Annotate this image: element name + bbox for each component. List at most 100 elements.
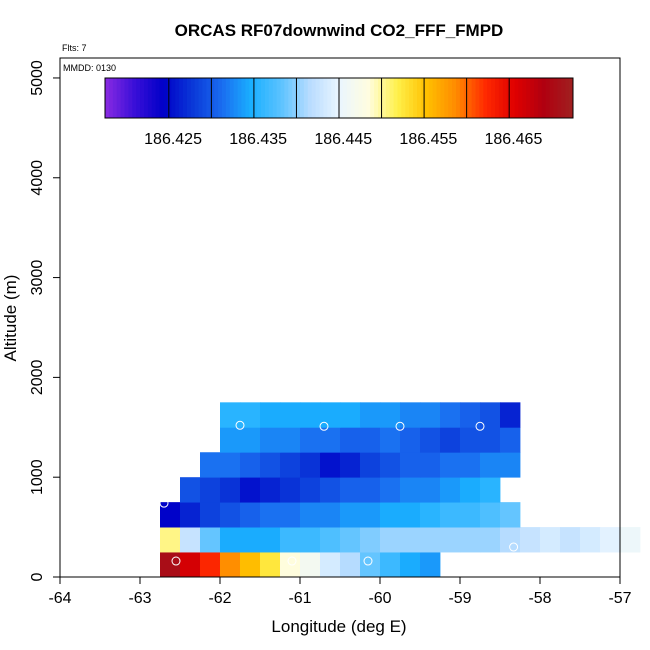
x-tick-label: -63 <box>128 590 151 607</box>
colorbar-swatch <box>171 78 176 118</box>
heatmap-cell <box>340 502 361 528</box>
heatmap-cell <box>360 502 381 528</box>
heatmap-cell <box>460 452 481 478</box>
colorbar-swatch <box>296 78 301 118</box>
colorbar-swatch <box>378 78 383 118</box>
colorbar-swatch <box>409 78 414 118</box>
colorbar-swatch <box>276 78 281 118</box>
colorbar-swatch <box>245 78 250 118</box>
colorbar-swatch <box>225 78 231 118</box>
colorbar-swatch <box>557 78 562 118</box>
sample-point <box>395 421 405 431</box>
heatmap-cell <box>500 402 521 428</box>
colorbar-swatch <box>237 78 242 118</box>
heatmap-cell <box>260 402 281 428</box>
heatmap-cell <box>480 502 501 528</box>
colorbar-swatch <box>222 78 227 118</box>
colorbar-swatch <box>526 78 531 118</box>
heatmap-cell <box>300 527 321 553</box>
colorbar-swatch <box>530 78 535 118</box>
heatmap-cell <box>420 402 441 428</box>
sample-point <box>509 542 519 552</box>
colorbar-swatch <box>233 78 239 118</box>
colorbar-swatch <box>358 78 363 118</box>
y-tick-label: 3000 <box>29 260 46 296</box>
colorbar-swatch <box>401 78 406 118</box>
colorbar: 186.425 186.435 186.445 186.455 186.465 <box>104 77 574 148</box>
sample-point <box>319 421 329 431</box>
x-axis: -64 -63 -62 -61 -60 -59 -58 -57 <box>48 577 632 607</box>
chart-title: ORCAS RF07downwind CO2_FFF_FMPD <box>175 21 504 40</box>
colorbar-swatch <box>257 78 262 118</box>
sample-point <box>363 556 373 566</box>
colorbar-swatch <box>397 78 402 118</box>
colorbar-tick-label: 186.465 <box>485 131 543 148</box>
heatmap-cell <box>340 552 361 578</box>
heatmap-cell <box>460 402 481 428</box>
heatmap-cell <box>220 477 241 503</box>
heatmap-cell <box>340 477 361 503</box>
colorbar-swatch <box>495 78 500 118</box>
heatmap-cell <box>360 402 381 428</box>
colorbar-tick-label: 186.455 <box>399 131 457 148</box>
colorbar-swatch <box>569 78 574 118</box>
heatmap-cell <box>400 427 421 453</box>
colorbar-swatch <box>140 78 145 118</box>
heatmap-cell <box>320 427 341 453</box>
colorbar-swatch <box>194 78 200 118</box>
heatmap-cell <box>340 402 361 428</box>
heatmap-cell <box>200 502 221 528</box>
colorbar-swatch <box>288 78 293 118</box>
heatmap-cell <box>400 477 421 503</box>
x-tick-label: -58 <box>528 590 551 607</box>
colorbar-swatch <box>128 78 133 118</box>
colorbar-swatch <box>144 78 149 118</box>
colorbar-swatch <box>147 78 153 118</box>
colorbar-swatch <box>311 78 317 118</box>
colorbar-swatch <box>331 78 336 118</box>
colorbar-swatch <box>487 78 492 118</box>
heatmap-cell <box>440 527 461 553</box>
heatmap-cell <box>240 527 261 553</box>
x-tick-label: -62 <box>208 590 231 607</box>
heatmap-cell <box>320 402 341 428</box>
colorbar-swatch <box>249 78 254 118</box>
colorbar-swatch <box>463 78 469 118</box>
heatmap-cell <box>280 402 301 428</box>
heatmap-cell <box>180 552 201 578</box>
colorbar-swatch <box>190 78 196 118</box>
heatmap-cell <box>260 477 281 503</box>
colorbar-swatch <box>483 78 488 118</box>
colorbar-swatch <box>366 78 371 118</box>
heatmap-cell <box>340 452 361 478</box>
heatmap-cell <box>560 527 581 553</box>
heatmap-cell <box>620 527 641 553</box>
heatmap-cell <box>600 527 621 553</box>
heatmap-cell <box>420 452 441 478</box>
heatmap-cell <box>440 452 461 478</box>
sample-point <box>159 498 169 508</box>
heatmap-cell <box>300 402 321 428</box>
heatmap-cell <box>220 452 241 478</box>
colorbar-tick-label: 186.435 <box>229 131 287 148</box>
heatmap-cell <box>360 427 381 453</box>
heatmap-cell <box>200 452 221 478</box>
colorbar-swatch <box>537 78 543 118</box>
colorbar-swatch <box>327 78 332 118</box>
colorbar-tick-label: 186.445 <box>314 131 372 148</box>
heatmap-cell <box>240 402 261 428</box>
x-tick-label: -61 <box>288 590 311 607</box>
heatmap-cell <box>240 427 261 453</box>
heatmap-cell <box>380 527 401 553</box>
colorbar-swatch <box>518 78 523 118</box>
heatmap-cell <box>240 477 261 503</box>
heatmap-cell <box>360 477 381 503</box>
heatmap-cell <box>520 527 541 553</box>
colorbar-swatch <box>514 78 519 118</box>
heatmap-cell <box>420 552 441 578</box>
colorbar-swatch <box>268 78 274 118</box>
colorbar-swatch <box>210 78 215 118</box>
colorbar-swatch <box>448 78 453 118</box>
heatmap-cell <box>400 452 421 478</box>
heatmap-cell <box>160 552 181 578</box>
